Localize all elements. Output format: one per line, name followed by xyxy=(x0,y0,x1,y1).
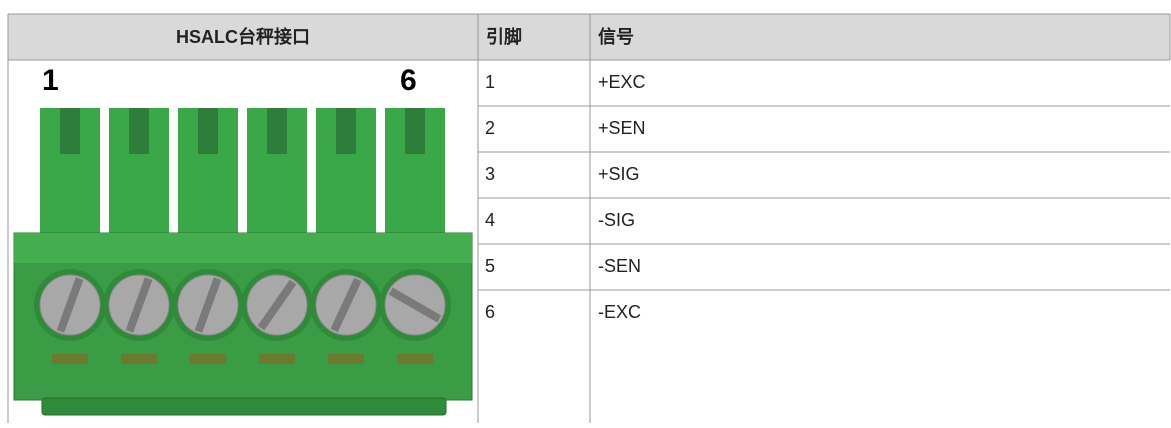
connector-image: 1 6 xyxy=(13,64,473,416)
signal-name: -SIG xyxy=(598,210,635,230)
pin-slot xyxy=(60,108,80,154)
pin-number: 5 xyxy=(485,256,495,276)
marker xyxy=(121,354,157,364)
pin-number: 1 xyxy=(485,72,495,92)
signal-name: +SEN xyxy=(598,118,646,138)
header-pin: 引脚 xyxy=(486,27,522,47)
pin-number: 3 xyxy=(485,164,495,184)
pin-number: 6 xyxy=(485,302,495,322)
pin-label: 6 xyxy=(400,64,417,97)
screw-slot xyxy=(257,279,297,331)
signal-name: +SIG xyxy=(598,164,640,184)
marker xyxy=(190,354,226,364)
pin-slot xyxy=(198,108,218,154)
connector-top xyxy=(14,233,472,263)
screw-slot xyxy=(125,277,153,333)
header-signal: 信号 xyxy=(598,26,634,47)
header-row xyxy=(8,14,1170,60)
pin-slot xyxy=(336,108,356,154)
screw-slot xyxy=(194,277,222,333)
pin-number: 2 xyxy=(485,118,495,138)
header-title: HSALC台秤接口 xyxy=(176,26,310,47)
signal-name: -SEN xyxy=(598,256,641,276)
signal-name: -EXC xyxy=(598,302,641,322)
marker xyxy=(397,354,433,364)
pin-label: 1 xyxy=(42,64,59,97)
pin-slot xyxy=(129,108,149,154)
connector-base xyxy=(41,397,447,416)
marker xyxy=(52,354,88,364)
pin-number: 4 xyxy=(485,210,495,230)
screw-slot xyxy=(330,277,362,333)
signal-name: +EXC xyxy=(598,72,646,92)
marker xyxy=(259,354,295,364)
pin-slot xyxy=(267,108,287,154)
screw-slot xyxy=(388,287,442,323)
screw-slot xyxy=(56,277,84,333)
marker xyxy=(328,354,364,364)
pin-slot xyxy=(405,108,425,154)
